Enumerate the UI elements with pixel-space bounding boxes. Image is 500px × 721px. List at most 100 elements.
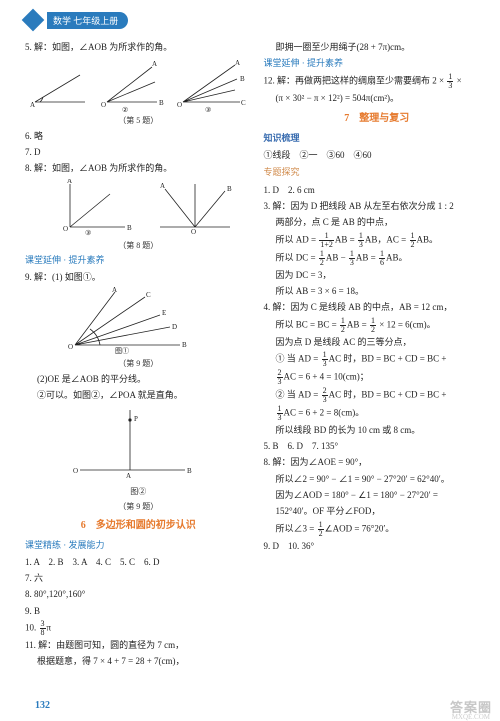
right-row-2: 5. B 6. D 7. 135° bbox=[264, 439, 491, 454]
q4c: 因为点 D 是线段 AC 的三等分点， bbox=[264, 335, 491, 350]
f: 3 bbox=[322, 360, 328, 368]
q10-pre: 10. bbox=[25, 622, 39, 632]
q12a: 12. 解：再做两把这样的绸扇至少需要绸布 2 × 13 × bbox=[264, 73, 491, 90]
q10-den: 8 bbox=[40, 629, 46, 637]
svg-text:A: A bbox=[67, 179, 72, 185]
q7: 7. D bbox=[25, 145, 252, 160]
svg-text:A: A bbox=[30, 101, 35, 109]
q3f: 所以 AB = 3 × 6 = 18。 bbox=[264, 284, 491, 299]
header-label: 数学 七年级上册 bbox=[47, 12, 128, 29]
q4h: 所以线段 BD 的长为 10 cm 或 8 cm。 bbox=[264, 423, 491, 438]
q8r-c: 因为∠AOD = 180° − ∠1 = 180° − 27°20′ = bbox=[264, 488, 491, 503]
q4d: ① 当 AD = 13AC 时，BD = BC + CD = BC + bbox=[264, 351, 491, 368]
svg-text:O: O bbox=[191, 228, 196, 236]
orange-title-1: 6 多边形和圆的初步认识 bbox=[25, 517, 252, 534]
svg-text:O: O bbox=[73, 467, 78, 475]
t: AB。 bbox=[386, 252, 408, 262]
t: AB = bbox=[347, 319, 369, 329]
q8r-e: 所以∠3 = 12∠AOD = 76°20′。 bbox=[264, 521, 491, 538]
svg-text:C: C bbox=[146, 291, 151, 299]
svg-text:A: A bbox=[160, 182, 165, 190]
orange-title-2: 7 整理与复习 bbox=[264, 110, 491, 127]
right-row-3: 9. D 10. 36° bbox=[264, 539, 491, 554]
q9-figure-1: A C E D B O 图① bbox=[60, 287, 210, 355]
q12a-suf: × bbox=[454, 75, 461, 85]
svg-text:②: ② bbox=[122, 106, 128, 112]
q9-intro: 9. 解：(1) 如图①。 bbox=[25, 270, 252, 285]
svg-text:图①: 图① bbox=[115, 347, 129, 355]
t: ① 当 AD = bbox=[276, 353, 321, 363]
left-column: 5. 解：如图，∠AOB 为所求作的角。 A A B O ② A B C O bbox=[25, 40, 252, 670]
f: 2 bbox=[370, 326, 376, 334]
svg-text:A: A bbox=[126, 472, 131, 480]
t: AC 时，BD = BC + CD = BC + bbox=[329, 389, 447, 399]
q6: 6. 略 bbox=[25, 129, 252, 144]
watermark-sub: MXQE.COM bbox=[452, 713, 490, 721]
section-blue-r1: 课堂延伸 · 提升素养 bbox=[264, 56, 491, 71]
svg-text:O: O bbox=[68, 343, 73, 351]
q3b: 两部分，点 C 是 AB 的中点， bbox=[264, 215, 491, 230]
svg-text:③: ③ bbox=[205, 106, 211, 112]
f: 1+2 bbox=[319, 241, 334, 249]
f: 2 bbox=[340, 326, 346, 334]
q5-figure: A A B O ② A B C O ③ bbox=[25, 57, 250, 112]
t: AB。 bbox=[417, 234, 439, 244]
q3e: 因为 DC = 3， bbox=[264, 268, 491, 283]
q4e: 23AC = 6 + 4 = 10(cm)； bbox=[264, 369, 491, 386]
q3c: 所以 AD = 11+2AB = 13AB，AC = 12AB。 bbox=[264, 232, 491, 249]
section-blue-2: 课堂精练 · 发展能力 bbox=[25, 538, 252, 553]
q11a: 11. 解：由题图可知，圆的直径为 7 cm， bbox=[25, 638, 252, 653]
svg-text:C: C bbox=[241, 99, 246, 107]
page-number: 132 bbox=[35, 700, 50, 711]
q4g: 13AC = 6 + 2 = 8(cm)。 bbox=[264, 405, 491, 422]
svg-text:O: O bbox=[101, 101, 106, 109]
t: AB = bbox=[356, 252, 378, 262]
q11b: 根据题意，得 7 × 4 + 7 = 28 + 7(cm)， bbox=[25, 654, 252, 669]
q5-intro: 5. 解：如图，∠AOB 为所求作的角。 bbox=[25, 40, 252, 55]
svg-text:O: O bbox=[177, 101, 182, 109]
svg-text:B: B bbox=[182, 341, 187, 349]
f: 3 bbox=[349, 259, 355, 267]
q10: 10. 38π bbox=[25, 620, 252, 637]
svg-text:E: E bbox=[162, 309, 166, 317]
q12a-pre: 12. 解：再做两把这样的绸扇至少需要绸布 2 × bbox=[264, 75, 447, 85]
f: 2 bbox=[319, 259, 325, 267]
svg-text:B: B bbox=[227, 185, 232, 193]
t: AC = 6 + 4 = 10(cm)； bbox=[284, 371, 369, 381]
svg-text:③: ③ bbox=[85, 229, 91, 237]
f: 6 bbox=[379, 259, 385, 267]
left-row-1: 1. A 2. B 3. A 4. C 5. C 6. D bbox=[25, 555, 252, 570]
svg-text:B: B bbox=[240, 75, 245, 83]
t: AC = 6 + 2 = 8(cm)。 bbox=[284, 407, 365, 417]
blue-sub-1: 知识梳理 bbox=[264, 131, 491, 146]
q4f: ② 当 AD = 23AC 时，BD = BC + CD = BC + bbox=[264, 387, 491, 404]
orange-sub-1: 专题探究 bbox=[264, 165, 491, 180]
q3d: 所以 DC = 12AB − 13AB = 16AB。 bbox=[264, 250, 491, 267]
section-blue-1: 课堂延伸 · 提升素养 bbox=[25, 253, 252, 268]
q8r-b: 所以∠2 = 90° − ∠1 = 90° − 27°20′ = 62°40′。 bbox=[264, 472, 491, 487]
q8r-a: 8. 解：因为∠AOE = 90°， bbox=[264, 455, 491, 470]
q8-caption: （第 8 题） bbox=[25, 239, 252, 253]
header-diamond-icon bbox=[22, 9, 45, 32]
q4a: 4. 解：因为 C 是线段 AB 的中点，AB = 12 cm， bbox=[264, 300, 491, 315]
q9-line-2a: (2)OE 是∠AOB 的平分线。 bbox=[25, 372, 252, 387]
q8-figure: A B O ③ A B O bbox=[25, 179, 250, 237]
t: AB − bbox=[326, 252, 348, 262]
svg-text:A: A bbox=[112, 287, 117, 294]
q7b: 7. 六 bbox=[25, 571, 252, 586]
t: AC 时，BD = BC + CD = BC + bbox=[329, 353, 447, 363]
f: 2 bbox=[410, 241, 416, 249]
q4b: 所以 BC = BC = 12AB = 12 × 12 = 6(cm)。 bbox=[264, 317, 491, 334]
q8b: 8. 80°,120°,160° bbox=[25, 587, 252, 602]
t: 所以 DC = bbox=[276, 252, 318, 262]
header-banner: 数学 七年级上册 bbox=[25, 10, 155, 30]
f: 3 bbox=[322, 396, 328, 404]
f: 3 bbox=[277, 414, 283, 422]
f: 3 bbox=[358, 241, 364, 249]
q9-caption-1: （第 9 题） bbox=[25, 357, 252, 371]
q9b: 9. B bbox=[25, 604, 252, 619]
q9-caption-2b: （第 9 题） bbox=[25, 500, 252, 514]
t: ∠AOD = 76°20′。 bbox=[325, 523, 395, 533]
q3c-pre: 所以 AD = bbox=[276, 234, 319, 244]
t: 所以 BC = BC = bbox=[276, 319, 339, 329]
